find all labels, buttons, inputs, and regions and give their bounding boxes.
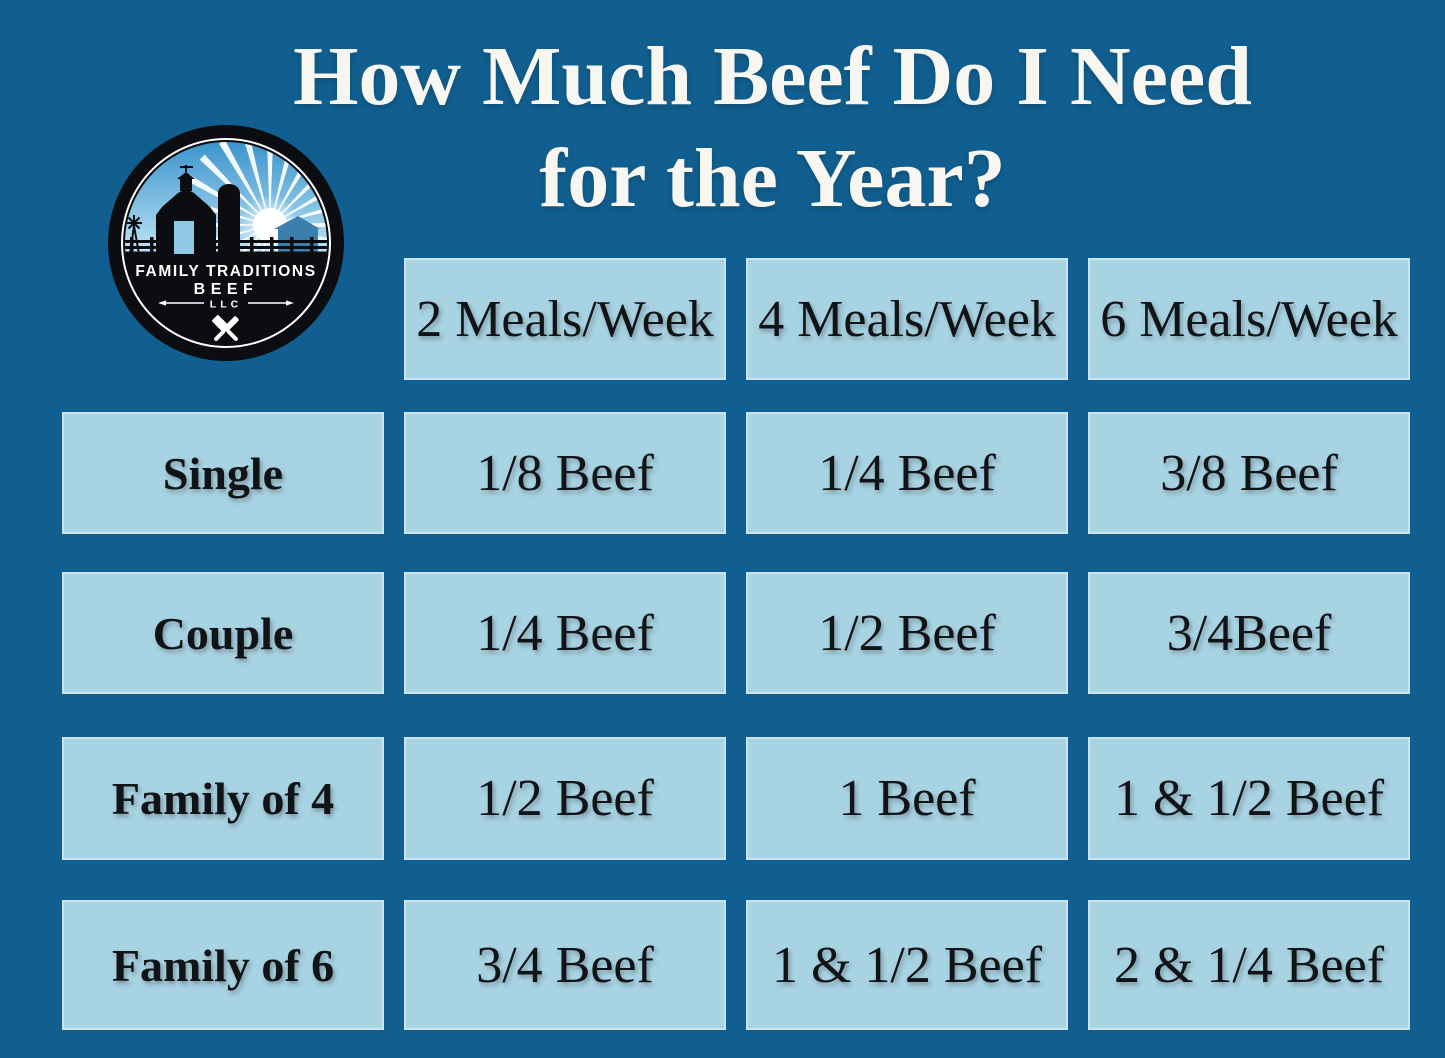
barn-icon — [156, 165, 240, 254]
farm-badge-icon: FAMILY TRADITIONS BEEF LLC — [108, 125, 344, 361]
title-line-2: for the Year? — [539, 132, 1006, 226]
windmill-icon — [126, 215, 142, 255]
column-header: 2 Meals/Week — [404, 258, 726, 380]
table-cell: 1/8 Beef — [404, 412, 726, 534]
column-header: 4 Meals/Week — [746, 258, 1068, 380]
table-cell: 1/4 Beef — [404, 572, 726, 694]
logo-text-line1: FAMILY TRADITIONS — [135, 263, 316, 280]
row-label: Family of 6 — [62, 900, 384, 1030]
table-cell: 1 & 1/2 Beef — [746, 900, 1068, 1030]
table-row: Couple 1/4 Beef 1/2 Beef 3/4Beef — [62, 572, 1410, 694]
table-cell: 1/2 Beef — [404, 737, 726, 860]
beef-quantity-table: 2 Meals/Week 4 Meals/Week 6 Meals/Week Sin… — [62, 258, 1410, 1030]
table-cell: 1 & 1/2 Beef — [1088, 737, 1410, 860]
logo-text-line3: LLC — [210, 299, 242, 311]
table-cell: 2 & 1/4 Beef — [1088, 900, 1410, 1030]
crossed-utensils-icon — [212, 315, 239, 341]
table-cell: 1/4 Beef — [746, 412, 1068, 534]
table-row: Family of 4 1/2 Beef 1 Beef 1 & 1/2 Beef — [62, 737, 1410, 860]
title-line-1: How Much Beef Do I Need — [293, 30, 1252, 123]
row-label: Couple — [62, 572, 384, 694]
table-row: Family of 6 3/4 Beef 1 & 1/2 Beef 2 & 1/4 B… — [62, 900, 1410, 1030]
row-label: Single — [62, 412, 384, 534]
table-cell: 3/4 Beef — [404, 900, 726, 1030]
logo-text-line2: BEEF — [194, 281, 259, 298]
page-title: How Much Beef Do I Need for the Year? — [100, 26, 1445, 231]
column-header: 6 Meals/Week — [1088, 258, 1410, 380]
header-row: 2 Meals/Week 4 Meals/Week 6 Meals/Week — [62, 258, 1410, 380]
row-label: Family of 4 — [62, 737, 384, 860]
table-row: Single 1/8 Beef 1/4 Beef 3/8 Beef — [62, 412, 1410, 534]
family-traditions-beef-logo: FAMILY TRADITIONS BEEF LLC — [106, 123, 346, 363]
table-cell: 1 Beef — [746, 737, 1068, 860]
header-spacer — [62, 258, 384, 380]
table-cell: 3/4Beef — [1088, 572, 1410, 694]
table-cell: 1/2 Beef — [746, 572, 1068, 694]
table-cell: 3/8 Beef — [1088, 412, 1410, 534]
